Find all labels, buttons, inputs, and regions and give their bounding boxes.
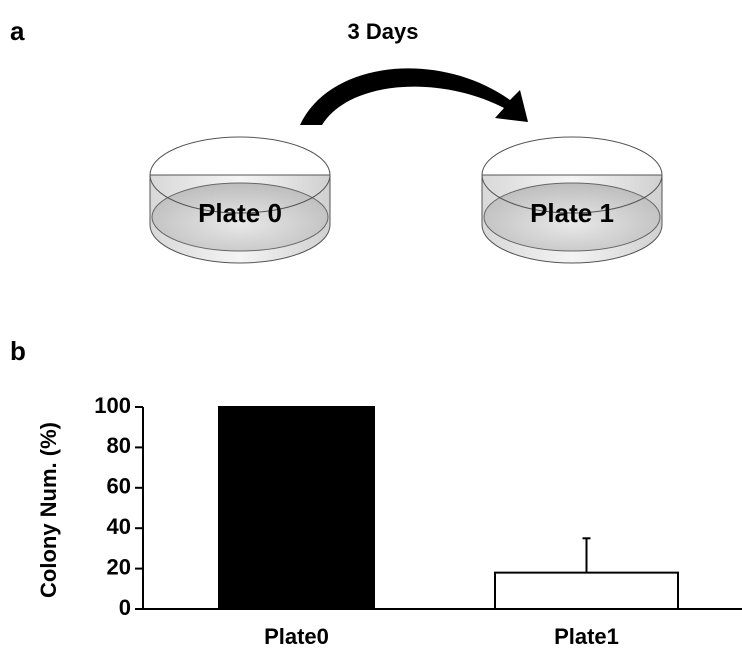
y-tick-label: 100 (94, 393, 131, 418)
plate-label: Plate 1 (530, 198, 614, 228)
y-tick-label: 60 (107, 474, 131, 499)
chart: 0 20 40 60 80 100 Plate0 Plate1 (94, 393, 742, 649)
x-tick-label: Plate1 (554, 624, 619, 649)
page: {"diagram": {"panel_label": "a", "arrow_… (0, 0, 742, 651)
plate: Plate 1 (482, 137, 662, 263)
y-tick-label: 0 (119, 595, 131, 620)
bar (495, 573, 678, 609)
y-tick-label: 40 (107, 514, 131, 539)
plates: Plate 0 Plate 1 (150, 137, 662, 263)
y-axis-label: Colony Num. (%) (36, 422, 61, 598)
figure: a 3 Days Plate 0 Plate 1 b Colony Num. (%… (0, 0, 742, 651)
arrow (300, 68, 528, 125)
panel-label: a (10, 16, 25, 46)
panel-label: b (10, 336, 26, 366)
y-tick-label: 80 (107, 433, 131, 458)
error-bar (583, 538, 591, 572)
y-tick-label: 20 (107, 554, 131, 579)
bar (219, 407, 374, 609)
plate-label: Plate 0 (198, 198, 282, 228)
plate: Plate 0 (150, 137, 330, 263)
arrow-label: 3 Days (348, 19, 419, 44)
x-tick-label: Plate0 (264, 624, 329, 649)
